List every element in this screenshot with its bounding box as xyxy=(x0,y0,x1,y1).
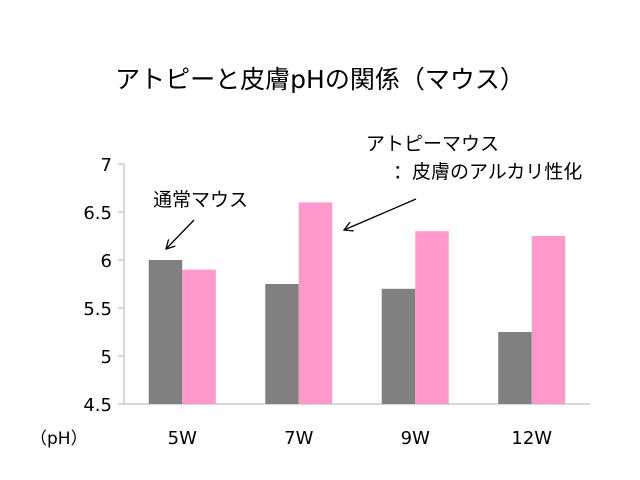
annotation-atopy-mouse: アトピーマウス xyxy=(366,133,499,155)
bar-atopy-12W xyxy=(531,236,566,404)
bar-normal-9W xyxy=(381,288,416,404)
y-tick-label: 6.5 xyxy=(83,203,112,224)
y-axis-label: （pH） xyxy=(30,429,88,449)
annotation-arrow-normal xyxy=(166,219,195,249)
y-tick-label: 5.5 xyxy=(83,299,112,320)
y-tick-label: 7 xyxy=(101,155,112,176)
annotation-normal-mouse: 通常マウス xyxy=(153,189,248,211)
bar-normal-7W xyxy=(265,284,299,404)
bar-normal-5W xyxy=(148,260,183,404)
x-tick-label: 12W xyxy=(511,428,552,449)
bar-atopy-7W xyxy=(298,202,333,404)
bar-atopy-5W xyxy=(182,269,216,404)
bar-normal-12W xyxy=(498,332,532,404)
chart-title: アトピーと皮膚pHの関係（マウス） xyxy=(115,65,525,94)
x-tick-label: 9W xyxy=(401,428,430,449)
x-tick-label: 7W xyxy=(284,428,313,449)
y-tick-label: 4.5 xyxy=(83,395,112,416)
y-tick-label: 6 xyxy=(101,251,112,272)
annotation-arrow-atopy xyxy=(344,198,417,230)
annotation-alkalization: ：皮膚のアルカリ性化 xyxy=(393,161,582,183)
x-tick-label: 5W xyxy=(168,428,197,449)
y-tick-label: 5 xyxy=(101,347,112,368)
bar-atopy-9W xyxy=(415,231,449,404)
